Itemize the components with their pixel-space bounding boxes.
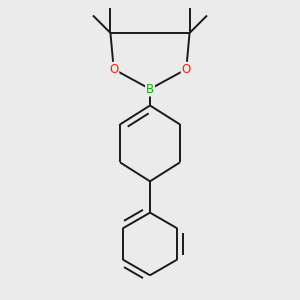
Text: B: B	[146, 82, 154, 95]
Text: O: O	[182, 63, 191, 76]
Text: O: O	[109, 63, 119, 76]
